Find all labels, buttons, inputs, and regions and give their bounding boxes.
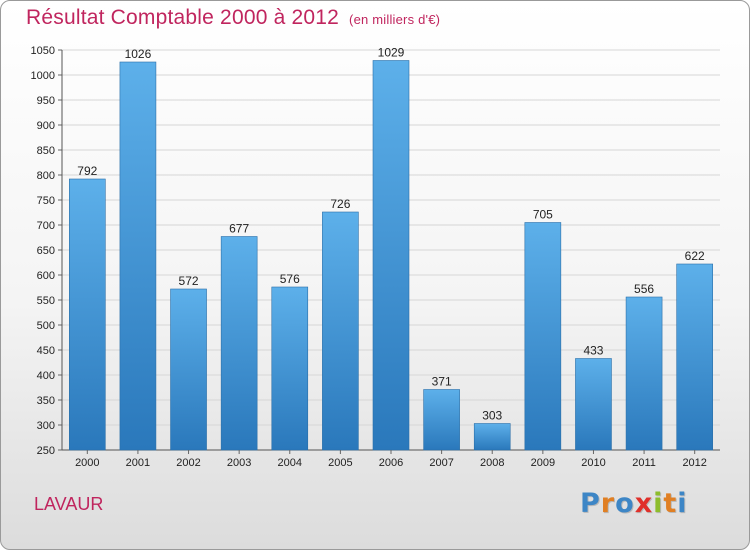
y-tick-label: 600 [37,270,55,282]
chart-title-text: Résultat Comptable 2000 à 2012 [26,6,340,29]
bar-value-label: 572 [179,274,199,288]
x-tick-label: 2008 [480,457,504,469]
bar [676,263,713,451]
bar-value-label: 303 [482,409,502,423]
y-tick-label: 900 [37,120,55,132]
bar [575,358,612,451]
bar-value-label: 371 [432,375,452,389]
bar [423,389,460,451]
bar [372,60,410,451]
x-tick-label: 2006 [379,457,403,469]
bar [524,222,562,451]
bar-value-label: 622 [685,249,705,263]
x-tick-label: 2009 [531,457,555,469]
bar-value-label: 1029 [378,46,405,60]
chart-title: Résultat Comptable 2000 à 2012 (en millie… [26,6,440,30]
x-tick-label: 2011 [632,457,656,469]
bar [625,296,663,451]
logo-letter: P [580,488,601,519]
y-tick-label: 650 [37,245,55,257]
bar-value-label: 705 [533,208,553,222]
bar-value-label: 556 [634,282,654,296]
x-tick-label: 2010 [581,457,605,469]
bar [220,236,258,451]
x-tick-label: 2002 [176,457,200,469]
logo-letter: t [663,488,678,519]
logo-letter: i [653,488,664,519]
y-tick-label: 800 [37,170,55,182]
y-tick-label: 700 [37,220,55,232]
logo-letter: r [600,488,616,519]
logo-letter: i [677,488,688,519]
y-tick-label: 350 [37,395,55,407]
x-tick-label: 2003 [227,457,251,469]
bar [69,178,106,451]
x-tick-label: 2007 [429,457,453,469]
logo-letter: x [634,488,654,519]
y-tick-label: 1000 [31,70,55,82]
y-tick-label: 450 [37,345,55,357]
y-tick-label: 550 [37,295,55,307]
y-tick-label: 250 [37,445,55,457]
bar-value-label: 576 [280,272,300,286]
x-tick-label: 2004 [278,457,302,469]
x-tick-label: 2000 [75,457,99,469]
bar [119,61,157,451]
bar-value-label: 677 [229,222,249,236]
chart-subtitle: (en milliers d'€) [349,12,441,27]
bar [170,288,207,451]
y-tick-label: 500 [37,320,55,332]
city-label: LAVAUR [34,494,104,514]
x-tick-label: 2001 [126,457,150,469]
bar [271,286,309,451]
logo-letter: o [615,488,635,519]
proxiti-logo: Proxiti [580,488,688,519]
bar [473,423,511,451]
bar-value-label: 792 [77,164,97,178]
y-tick-label: 300 [37,420,55,432]
bar-value-label: 1026 [125,47,152,61]
x-tick-label: 2005 [328,457,352,469]
x-tick-label: 2012 [682,457,706,469]
bar [322,211,359,451]
bar-value-label: 433 [583,344,603,358]
y-tick-label: 850 [37,145,55,157]
y-tick-label: 400 [37,370,55,382]
y-tick-label: 950 [37,95,55,107]
y-tick-label: 750 [37,195,55,207]
bar-value-label: 726 [330,197,350,211]
y-tick-label: 1050 [31,45,55,57]
